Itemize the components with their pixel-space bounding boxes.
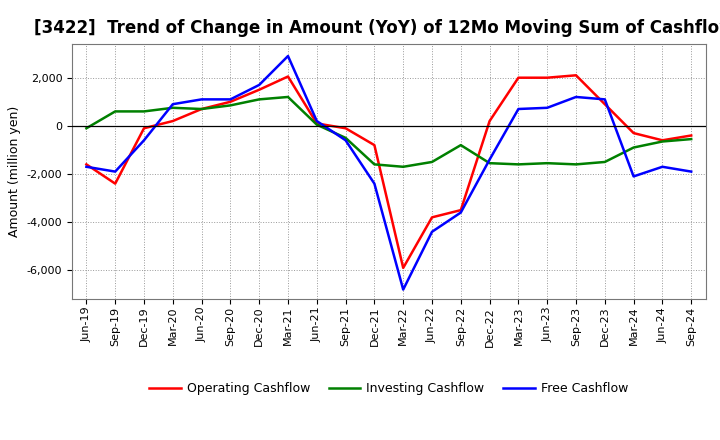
Investing Cashflow: [600, 159, 609, 165]
Free Cashflow: [140, 138, 148, 143]
Operating Cashflow: [543, 75, 552, 81]
Investing Cashflow: [111, 109, 120, 114]
Investing Cashflow: [197, 106, 206, 112]
Y-axis label: Amount (million yen): Amount (million yen): [8, 106, 21, 237]
Operating Cashflow: [687, 133, 696, 138]
Investing Cashflow: [82, 126, 91, 131]
Investing Cashflow: [312, 122, 321, 127]
Investing Cashflow: [543, 161, 552, 166]
Free Cashflow: [399, 287, 408, 292]
Free Cashflow: [312, 118, 321, 124]
Investing Cashflow: [255, 97, 264, 102]
Operating Cashflow: [514, 75, 523, 81]
Operating Cashflow: [82, 162, 91, 167]
Operating Cashflow: [255, 87, 264, 92]
Investing Cashflow: [514, 162, 523, 167]
Operating Cashflow: [399, 265, 408, 271]
Operating Cashflow: [428, 215, 436, 220]
Investing Cashflow: [370, 162, 379, 167]
Free Cashflow: [111, 169, 120, 174]
Operating Cashflow: [629, 130, 638, 136]
Investing Cashflow: [485, 161, 494, 166]
Investing Cashflow: [399, 164, 408, 169]
Operating Cashflow: [658, 138, 667, 143]
Free Cashflow: [168, 102, 177, 107]
Operating Cashflow: [312, 121, 321, 126]
Free Cashflow: [456, 210, 465, 215]
Investing Cashflow: [629, 145, 638, 150]
Investing Cashflow: [168, 105, 177, 110]
Free Cashflow: [514, 106, 523, 112]
Free Cashflow: [572, 94, 580, 99]
Operating Cashflow: [197, 106, 206, 112]
Free Cashflow: [341, 138, 350, 143]
Investing Cashflow: [428, 159, 436, 165]
Investing Cashflow: [140, 109, 148, 114]
Operating Cashflow: [341, 126, 350, 131]
Title: [3422]  Trend of Change in Amount (YoY) of 12Mo Moving Sum of Cashflows: [3422] Trend of Change in Amount (YoY) o…: [34, 19, 720, 37]
Investing Cashflow: [341, 135, 350, 140]
Operating Cashflow: [600, 102, 609, 107]
Operating Cashflow: [111, 181, 120, 186]
Operating Cashflow: [370, 143, 379, 148]
Investing Cashflow: [456, 143, 465, 148]
Line: Free Cashflow: Free Cashflow: [86, 56, 691, 290]
Free Cashflow: [687, 169, 696, 174]
Free Cashflow: [197, 97, 206, 102]
Free Cashflow: [600, 97, 609, 102]
Free Cashflow: [658, 164, 667, 169]
Operating Cashflow: [485, 118, 494, 124]
Free Cashflow: [82, 164, 91, 169]
Free Cashflow: [485, 157, 494, 162]
Line: Operating Cashflow: Operating Cashflow: [86, 75, 691, 268]
Line: Investing Cashflow: Investing Cashflow: [86, 97, 691, 167]
Investing Cashflow: [226, 103, 235, 108]
Free Cashflow: [255, 82, 264, 88]
Legend: Operating Cashflow, Investing Cashflow, Free Cashflow: Operating Cashflow, Investing Cashflow, …: [145, 377, 633, 400]
Operating Cashflow: [456, 208, 465, 213]
Operating Cashflow: [140, 126, 148, 131]
Operating Cashflow: [168, 118, 177, 124]
Free Cashflow: [629, 174, 638, 179]
Free Cashflow: [226, 97, 235, 102]
Investing Cashflow: [284, 94, 292, 99]
Investing Cashflow: [572, 162, 580, 167]
Investing Cashflow: [658, 139, 667, 144]
Free Cashflow: [543, 105, 552, 110]
Operating Cashflow: [226, 99, 235, 104]
Free Cashflow: [284, 53, 292, 59]
Free Cashflow: [370, 181, 379, 186]
Operating Cashflow: [284, 74, 292, 79]
Operating Cashflow: [572, 73, 580, 78]
Free Cashflow: [428, 229, 436, 235]
Investing Cashflow: [687, 136, 696, 142]
